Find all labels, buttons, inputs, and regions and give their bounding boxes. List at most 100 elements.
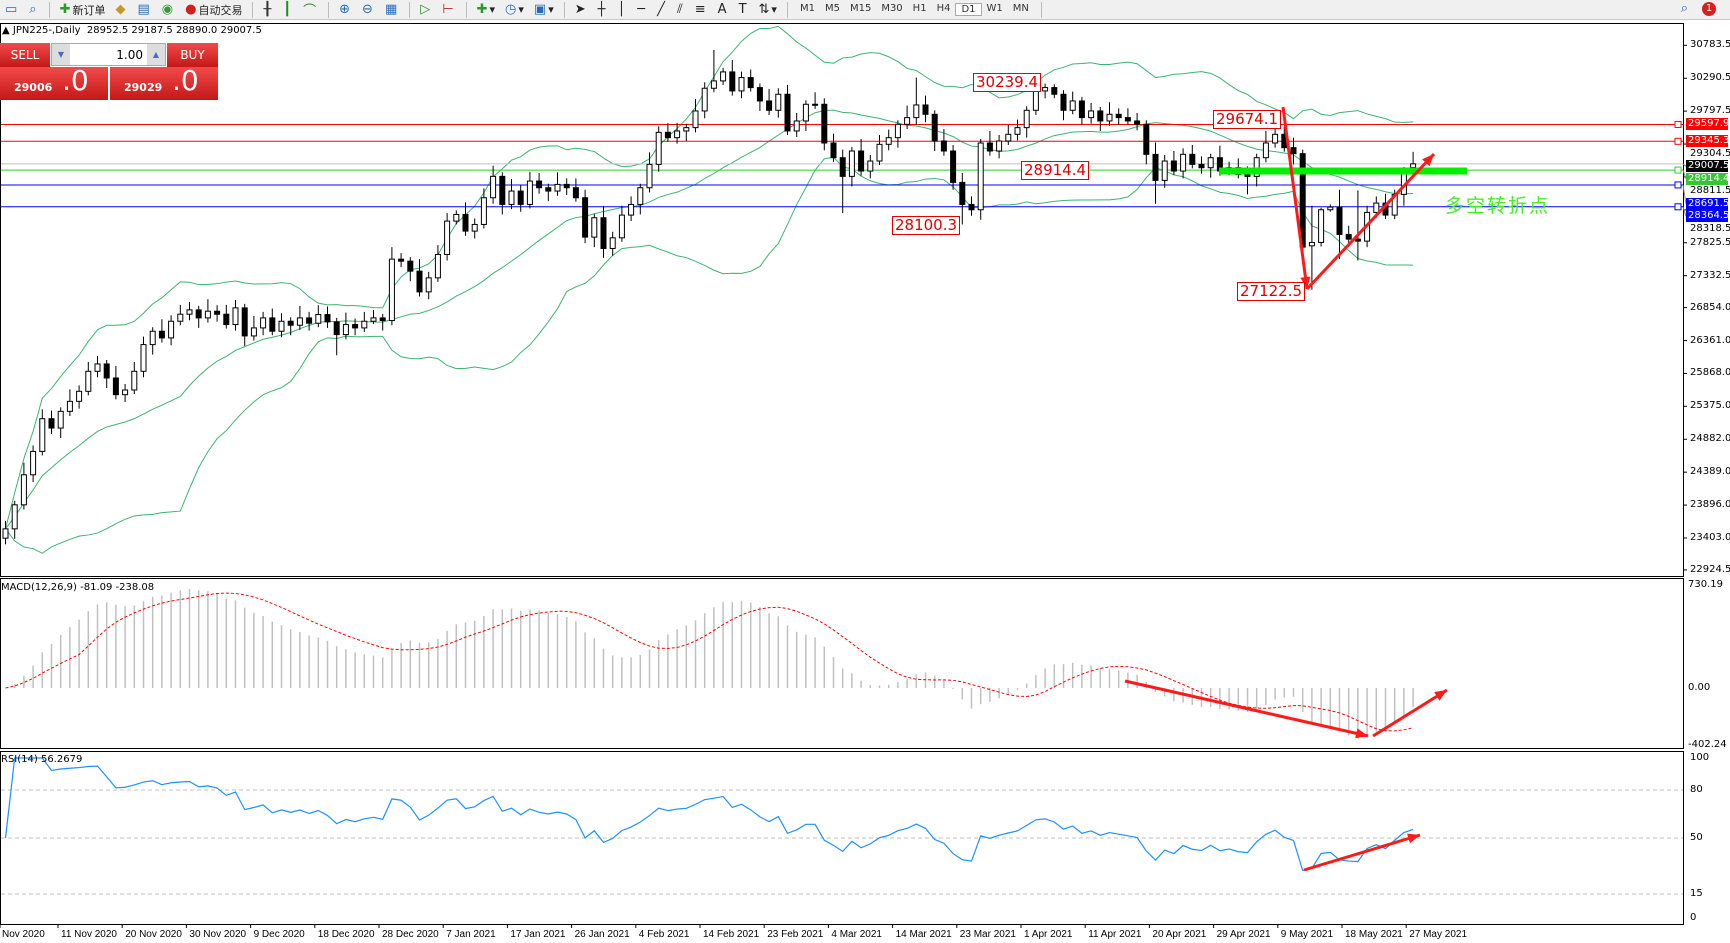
timeframe-m30[interactable]: M30	[881, 3, 903, 14]
candle	[582, 189, 589, 244]
date-axis-label: 11 Apr 2021	[1088, 929, 1142, 940]
sell-button[interactable]: SELL	[0, 43, 50, 67]
candle-body-up	[1318, 209, 1325, 243]
candle	[830, 133, 837, 162]
templates-button[interactable]: ▣ ▾	[533, 2, 554, 17]
candle-body-down	[729, 71, 736, 92]
annotation-pivot[interactable]: 28914.4	[1021, 161, 1090, 180]
zoom-out-button[interactable]: ⊖	[359, 1, 378, 19]
sell-price-button[interactable]: 29006 .0	[0, 64, 108, 100]
fibonacci-button[interactable]: ≡	[692, 1, 711, 19]
auto-trading-button[interactable]: ● 自动交易	[182, 1, 245, 19]
toolbar-button[interactable]: ⌕	[26, 1, 41, 19]
timeframe-h4[interactable]: H4	[936, 3, 951, 14]
annotation-low-may[interactable]: 27122.5	[1237, 282, 1306, 301]
text-button[interactable]: A	[715, 1, 732, 19]
timeframe-mn[interactable]: MN	[1012, 3, 1029, 14]
annotation-high-feb[interactable]: 30239.4	[973, 73, 1042, 92]
buy-button[interactable]: BUY	[167, 43, 218, 67]
lot-decrease-button[interactable]: ▼	[52, 44, 70, 65]
notification-badge[interactable]: 1	[1702, 1, 1716, 16]
candle-body-up	[30, 450, 37, 476]
toolbar-button[interactable]: ▭	[2, 1, 22, 19]
trendline-button[interactable]: ╱	[654, 1, 670, 19]
date-axis-label: 23 Mar 2021	[959, 929, 1016, 940]
candle	[729, 59, 736, 96]
candle	[1170, 151, 1177, 176]
candle	[149, 327, 156, 355]
turning-point-text[interactable]: 多空转折点	[1445, 195, 1551, 217]
zoom-in-button[interactable]: ⊕	[336, 1, 355, 19]
crosshair-button[interactable]: ┼	[595, 1, 611, 19]
candle-body-down	[1124, 117, 1131, 122]
candle-body-up	[11, 504, 18, 530]
line-chart-button[interactable]: ⌒	[300, 1, 321, 19]
timeframe-w1[interactable]: W1	[986, 3, 1003, 14]
candle-body-up	[618, 214, 625, 239]
toolbar-button[interactable]: ◉	[159, 1, 178, 19]
separator	[252, 1, 254, 18]
candle-body-down	[1354, 238, 1361, 242]
tag-connector	[1682, 206, 1687, 217]
cursor-button[interactable]: ➤	[572, 1, 591, 19]
candle	[241, 303, 248, 346]
candle-body-up	[1327, 206, 1334, 211]
text-label-button[interactable]: T	[736, 1, 752, 19]
candle	[296, 305, 303, 330]
crosshair-icon: ┼	[597, 2, 606, 17]
candle	[1290, 137, 1297, 165]
vertical-line-button[interactable]: │	[614, 1, 630, 19]
candle-body-up	[444, 220, 451, 255]
candle-chart-button[interactable]: ┃	[280, 1, 296, 19]
autoscroll-button[interactable]: ▷	[417, 1, 435, 19]
timeframe-h1[interactable]: H1	[912, 3, 927, 14]
chart-shift-icon: ⊢	[442, 2, 454, 17]
bar-chart-button[interactable]: ╂	[260, 1, 276, 19]
lot-increase-button[interactable]: ▲	[147, 44, 165, 65]
candle-body-down	[839, 157, 846, 177]
indicators-button[interactable]: ✚ ▾	[476, 2, 496, 17]
chart-shift-button[interactable]: ⊢	[439, 1, 458, 19]
candle	[655, 126, 662, 172]
lot-input[interactable]	[70, 44, 147, 65]
candle-body-down	[1290, 147, 1297, 155]
timeframe-m5[interactable]: M5	[824, 3, 840, 14]
timeframe-m1[interactable]: M1	[799, 3, 815, 14]
toolbar-button[interactable]: ▤	[134, 1, 154, 19]
price-axis-label: 25375.0	[1690, 400, 1730, 412]
price-axis-label: 30290.5	[1690, 72, 1730, 84]
arrow-shaft	[1281, 106, 1309, 290]
arrows-button[interactable]: ⇅ ▾	[758, 2, 777, 17]
search-icon[interactable]: ⌕	[1680, 1, 1688, 16]
annotation-high-may[interactable]: 29674.1	[1213, 110, 1282, 129]
candle	[1327, 204, 1334, 212]
candle-body-down	[48, 418, 55, 429]
candle	[931, 110, 938, 152]
buy-price-button[interactable]: 29029 .0	[110, 64, 218, 100]
candle	[140, 336, 147, 378]
symbol-label: JPN225-,Daily	[12, 25, 81, 36]
macd-signal-line	[5, 592, 1414, 732]
candle	[1124, 108, 1131, 125]
channel-button[interactable]: ⫽	[674, 1, 688, 19]
candle	[168, 315, 175, 346]
new-order-button[interactable]: ✚ 新订单	[57, 1, 109, 19]
date-axis-label: 18 Dec 2020	[317, 929, 375, 940]
tile-windows-button[interactable]: ▦	[382, 1, 402, 19]
timeframe-d1[interactable]: D1	[955, 3, 982, 16]
candle	[839, 149, 846, 214]
date-axis-label: 14 Mar 2021	[895, 929, 952, 940]
toolbar-button[interactable]: ◆	[112, 1, 130, 19]
candle-body-up	[186, 309, 193, 315]
candle	[333, 317, 340, 356]
timeframe-m15[interactable]: M15	[849, 3, 872, 14]
price-axis-label: 28318.5	[1690, 222, 1730, 234]
arrow-head	[1300, 276, 1311, 289]
horizontal-line-button[interactable]: ─	[634, 1, 650, 19]
periods-button[interactable]: ◷ ▾	[505, 2, 524, 17]
rebound-arrow	[1305, 152, 1436, 291]
line-anchor	[1674, 120, 1682, 128]
annotation-low-mar[interactable]: 28100.3	[892, 216, 961, 235]
candle	[85, 361, 92, 396]
